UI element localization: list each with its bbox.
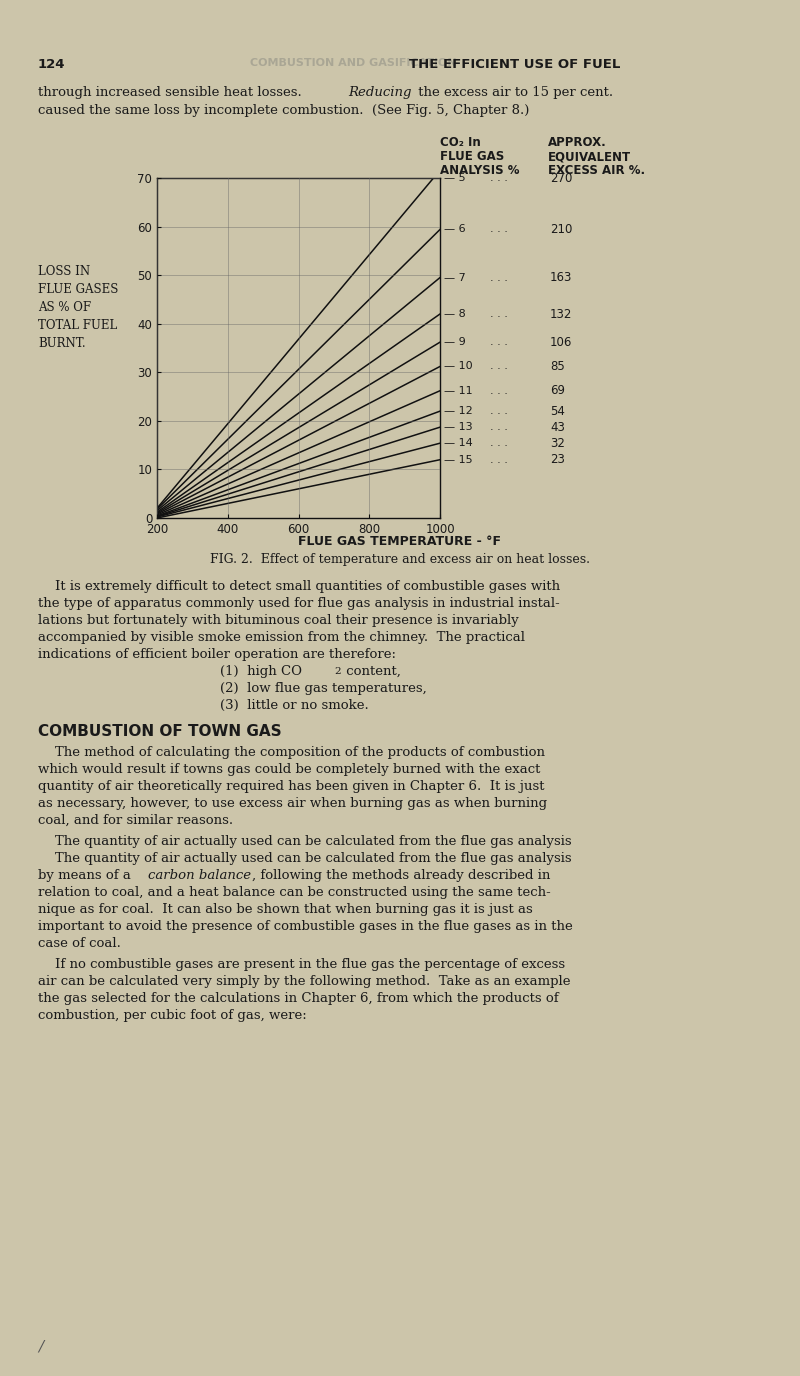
- Text: APPROX.: APPROX.: [548, 136, 606, 149]
- Text: Reducing: Reducing: [348, 85, 411, 99]
- Text: case of coal.: case of coal.: [38, 937, 121, 949]
- Text: 2: 2: [334, 667, 341, 676]
- Text: . . .: . . .: [490, 224, 508, 234]
- Text: nique as for coal.  It can also be shown that when burning gas it is just as: nique as for coal. It can also be shown …: [38, 903, 533, 916]
- Text: It is extremely difficult to detect small quantities of combustible gases with: It is extremely difficult to detect smal…: [38, 581, 560, 593]
- Text: which would result if towns gas could be completely burned with the exact: which would result if towns gas could be…: [38, 764, 540, 776]
- Text: the gas selected for the calculations in Chapter 6, from which the products of: the gas selected for the calculations in…: [38, 992, 558, 1004]
- Text: . . .: . . .: [490, 422, 508, 432]
- Text: combustion, per cubic foot of gas, were:: combustion, per cubic foot of gas, were:: [38, 1009, 306, 1022]
- Text: — 11: — 11: [444, 385, 473, 396]
- Text: — 9: — 9: [444, 337, 466, 347]
- Text: . . .: . . .: [490, 310, 508, 319]
- Text: content,: content,: [342, 665, 401, 678]
- Text: — 6: — 6: [444, 224, 466, 234]
- Text: 85: 85: [550, 361, 565, 373]
- Text: as necessary, however, to use excess air when burning gas as when burning: as necessary, however, to use excess air…: [38, 797, 547, 810]
- Text: the type of apparatus commonly used for flue gas analysis in industrial instal-: the type of apparatus commonly used for …: [38, 597, 560, 610]
- Text: 124: 124: [38, 58, 66, 72]
- Text: air can be calculated very simply by the following method.  Take as an example: air can be calculated very simply by the…: [38, 976, 570, 988]
- Text: 106: 106: [550, 336, 572, 348]
- Text: /: /: [38, 1340, 43, 1354]
- Text: relation to coal, and a heat balance can be constructed using the same tech-: relation to coal, and a heat balance can…: [38, 886, 550, 899]
- Text: THE EFFICIENT USE OF FUEL: THE EFFICIENT USE OF FUEL: [409, 58, 620, 72]
- Text: coal, and for similar reasons.: coal, and for similar reasons.: [38, 815, 233, 827]
- Text: , following the methods already described in: , following the methods already describe…: [252, 870, 550, 882]
- Text: If no combustible gases are present in the flue gas the percentage of excess: If no combustible gases are present in t…: [38, 958, 565, 971]
- Text: CO₂ In: CO₂ In: [440, 136, 481, 149]
- Text: 23: 23: [550, 453, 565, 466]
- Text: — 12: — 12: [444, 406, 473, 416]
- Text: . . .: . . .: [490, 385, 508, 396]
- Text: — 14: — 14: [444, 438, 473, 449]
- Text: caused the same loss by incomplete combustion.  (See Fig. 5, Chapter 8.): caused the same loss by incomplete combu…: [38, 105, 530, 117]
- Text: — 7: — 7: [444, 272, 466, 282]
- Text: ANALYSIS %: ANALYSIS %: [440, 164, 519, 178]
- Text: 210: 210: [550, 223, 572, 237]
- Text: 54: 54: [550, 405, 565, 418]
- Text: quantity of air theoretically required has been given in Chapter 6.  It is just: quantity of air theoretically required h…: [38, 780, 545, 793]
- Text: COMBUSTION AND GASIFICATION: COMBUSTION AND GASIFICATION: [250, 58, 457, 67]
- Text: . . .: . . .: [490, 173, 508, 183]
- Text: indications of efficient boiler operation are therefore:: indications of efficient boiler operatio…: [38, 648, 396, 660]
- Text: FIG. 2.  Effect of temperature and excess air on heat losses.: FIG. 2. Effect of temperature and excess…: [210, 553, 590, 566]
- Text: The quantity of air actually used can be calculated from the flue gas analysis: The quantity of air actually used can be…: [38, 835, 572, 848]
- Text: EXCESS AIR %.: EXCESS AIR %.: [548, 164, 645, 178]
- Text: LOSS IN
FLUE GASES
AS % OF
TOTAL FUEL
BURNT.: LOSS IN FLUE GASES AS % OF TOTAL FUEL BU…: [38, 264, 118, 350]
- Text: . . .: . . .: [490, 438, 508, 449]
- Text: FLUE GAS TEMPERATURE - °F: FLUE GAS TEMPERATURE - °F: [298, 535, 502, 548]
- Text: . . .: . . .: [490, 272, 508, 282]
- Text: The quantity of air actually used can be calculated from the flue gas analysis: The quantity of air actually used can be…: [38, 852, 572, 866]
- Text: accompanied by visible smoke emission from the chimney.  The practical: accompanied by visible smoke emission fr…: [38, 632, 525, 644]
- Text: . . .: . . .: [490, 362, 508, 372]
- Text: COMBUSTION OF TOWN GAS: COMBUSTION OF TOWN GAS: [38, 724, 282, 739]
- Text: 43: 43: [550, 421, 565, 433]
- Text: — 13: — 13: [444, 422, 473, 432]
- Text: 163: 163: [550, 271, 572, 283]
- Text: — 8: — 8: [444, 310, 466, 319]
- Text: (3)  little or no smoke.: (3) little or no smoke.: [220, 699, 369, 711]
- Text: 270: 270: [550, 172, 572, 184]
- Text: (2)  low flue gas temperatures,: (2) low flue gas temperatures,: [220, 682, 426, 695]
- Text: — 10: — 10: [444, 362, 473, 372]
- Text: The method of calculating the composition of the products of combustion: The method of calculating the compositio…: [38, 746, 545, 760]
- Text: — 5: — 5: [444, 173, 466, 183]
- Text: 69: 69: [550, 384, 565, 398]
- Text: . . .: . . .: [490, 337, 508, 347]
- Text: through increased sensible heat losses.: through increased sensible heat losses.: [38, 85, 306, 99]
- Text: the excess air to 15 per cent.: the excess air to 15 per cent.: [414, 85, 613, 99]
- Text: — 15: — 15: [444, 454, 473, 465]
- Text: lations but fortunately with bituminous coal their presence is invariably: lations but fortunately with bituminous …: [38, 614, 518, 627]
- Text: by means of a: by means of a: [38, 870, 135, 882]
- Text: . . .: . . .: [490, 406, 508, 416]
- Text: EQUIVALENT: EQUIVALENT: [548, 150, 631, 162]
- Text: FLUE GAS: FLUE GAS: [440, 150, 504, 162]
- Text: 132: 132: [550, 307, 572, 321]
- Text: . . .: . . .: [490, 454, 508, 465]
- Text: important to avoid the presence of combustible gases in the flue gases as in the: important to avoid the presence of combu…: [38, 921, 573, 933]
- Text: carbon balance: carbon balance: [148, 870, 251, 882]
- Text: 32: 32: [550, 436, 565, 450]
- Text: (1)  high CO: (1) high CO: [220, 665, 302, 678]
